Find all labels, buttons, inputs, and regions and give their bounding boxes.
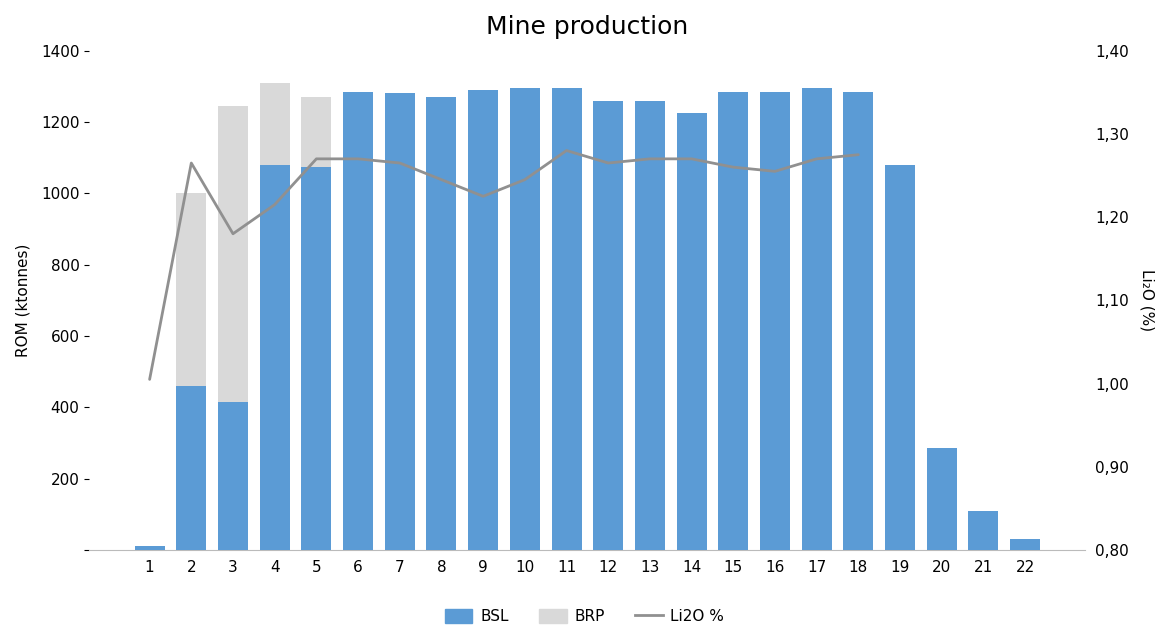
Bar	[760, 92, 790, 550]
Bar	[510, 88, 540, 550]
Bar	[677, 113, 706, 550]
Bar	[385, 94, 415, 550]
Bar	[468, 90, 498, 550]
Bar	[802, 88, 831, 550]
Legend: BSL, BRP, Li2O %: BSL, BRP, Li2O %	[438, 603, 731, 630]
Bar	[552, 88, 581, 550]
Y-axis label: Li₂O (%): Li₂O (%)	[1139, 269, 1154, 331]
Bar	[552, 88, 581, 550]
Bar	[718, 92, 748, 550]
Y-axis label: ROM (ktonnes): ROM (ktonnes)	[15, 244, 30, 357]
Bar	[635, 101, 665, 550]
Bar	[1010, 539, 1040, 550]
Bar	[760, 92, 790, 550]
Title: Mine production: Mine production	[486, 15, 689, 39]
Bar	[677, 113, 706, 550]
Bar	[302, 97, 331, 550]
Bar	[1010, 539, 1040, 550]
Bar	[134, 546, 165, 550]
Bar	[843, 92, 873, 550]
Bar	[343, 92, 373, 550]
Bar	[593, 101, 623, 550]
Bar	[843, 92, 873, 550]
Bar	[802, 88, 831, 550]
Bar	[134, 546, 165, 550]
Bar	[427, 97, 456, 550]
Bar	[260, 83, 290, 550]
Bar	[385, 94, 415, 550]
Bar	[177, 194, 206, 550]
Bar	[927, 448, 956, 550]
Bar	[177, 386, 206, 550]
Bar	[427, 97, 456, 550]
Bar	[343, 92, 373, 550]
Bar	[468, 90, 498, 550]
Bar	[968, 511, 998, 550]
Bar	[885, 165, 915, 550]
Bar	[260, 165, 290, 550]
Bar	[302, 167, 331, 550]
Bar	[217, 106, 248, 550]
Bar	[718, 92, 748, 550]
Bar	[593, 101, 623, 550]
Bar	[968, 511, 998, 550]
Bar	[510, 88, 540, 550]
Bar	[635, 101, 665, 550]
Bar	[885, 165, 915, 550]
Bar	[217, 402, 248, 550]
Bar	[927, 448, 956, 550]
